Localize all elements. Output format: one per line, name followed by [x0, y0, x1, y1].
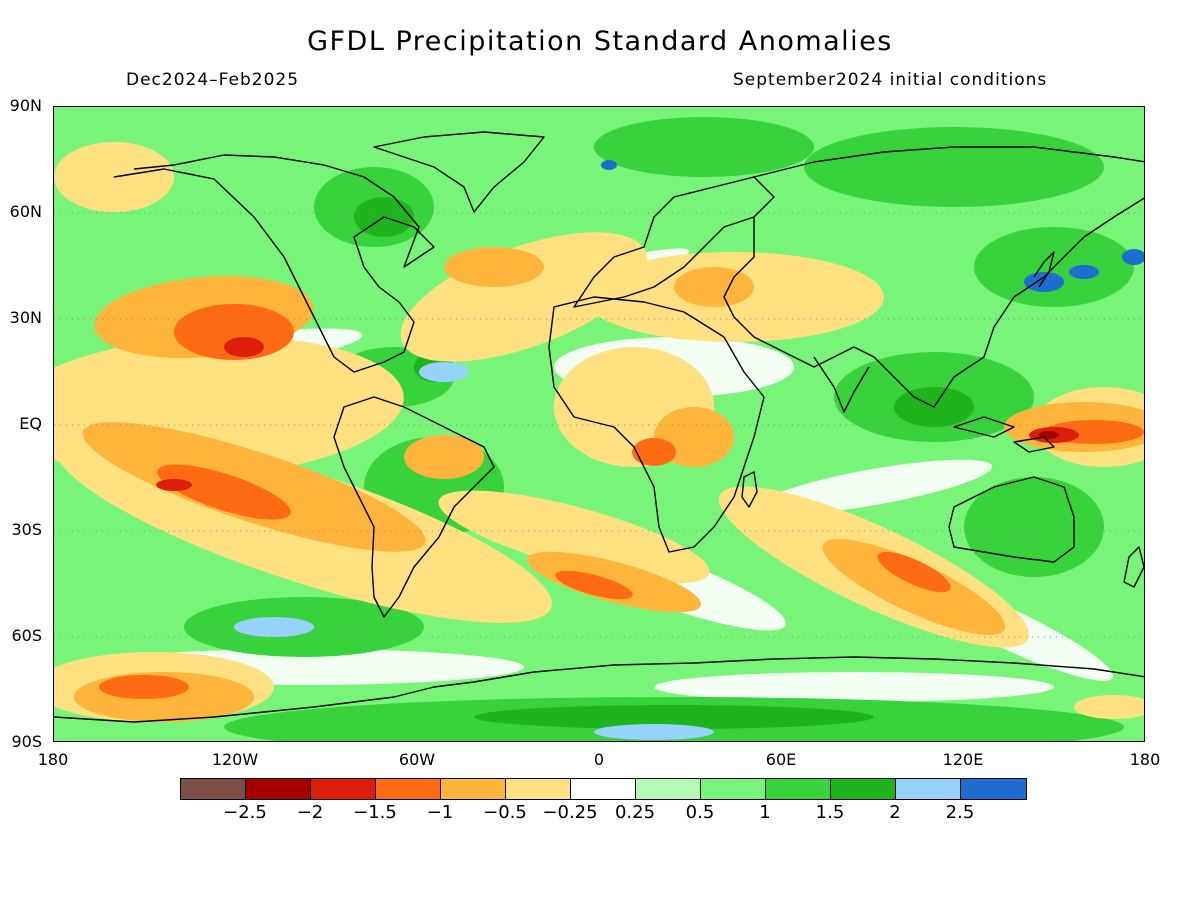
- colorbar-tick-label: −1: [426, 802, 454, 823]
- colorbar: [180, 778, 1027, 800]
- colorbar-swatch: [506, 779, 571, 799]
- map-title: GFDL Precipitation Standard Anomalies: [307, 26, 893, 57]
- colorbar-swatch: [181, 779, 246, 799]
- colorbar-tick-label: 1: [759, 802, 771, 823]
- colorbar-swatch: [961, 779, 1026, 799]
- colorbar-swatch: [636, 779, 701, 799]
- colorbar-swatch: [766, 779, 831, 799]
- colorbar-swatch: [701, 779, 766, 799]
- colorbar-tick-label: −0.5: [483, 802, 527, 823]
- colorbar-swatch: [246, 779, 311, 799]
- colorbar-swatch: [311, 779, 376, 799]
- anomaly-map-canvas: [54, 107, 1144, 741]
- colorbar-tick-label: 0.25: [614, 802, 656, 823]
- colorbar-swatch: [376, 779, 441, 799]
- lat-label-eq: EQ: [19, 414, 42, 433]
- lat-label-30s: 30S: [11, 520, 42, 539]
- lon-label-60w: 60W: [398, 750, 436, 769]
- colorbar-tick-label: −2: [296, 802, 324, 823]
- lat-label-90s: 90S: [11, 732, 42, 751]
- lon-label-60e: 60E: [765, 750, 797, 769]
- colorbar-swatch: [571, 779, 636, 799]
- lat-label-60s: 60S: [11, 626, 42, 645]
- colorbar-tick-label: 2: [889, 802, 901, 823]
- lat-label-90n: 90N: [9, 96, 42, 115]
- colorbar-tick-label: 1.5: [815, 802, 845, 823]
- lat-label-30n: 30N: [9, 308, 42, 327]
- colorbar-tick-label: −1.5: [353, 802, 397, 823]
- lon-label-180e: 180: [1129, 750, 1161, 769]
- colorbar-tick-label: 2.5: [945, 802, 975, 823]
- colorbar-tick-label: −0.25: [542, 802, 598, 823]
- lon-label-0: 0: [593, 750, 605, 769]
- forecast-period: Dec2024–Feb2025: [126, 70, 300, 90]
- colorbar-tick-label: −2.5: [223, 802, 267, 823]
- lat-label-60n: 60N: [9, 202, 42, 221]
- lon-label-120e: 120E: [942, 750, 984, 769]
- colorbar-swatch: [441, 779, 506, 799]
- colorbar-tick-label: 0.5: [685, 802, 715, 823]
- initial-conditions-note: September2024 initial conditions: [733, 70, 1048, 90]
- colorbar-swatch: [831, 779, 896, 799]
- colorbar-swatch: [896, 779, 961, 799]
- anomaly-map: [53, 106, 1145, 742]
- lon-label-180w: 180: [37, 750, 69, 769]
- lon-label-120w: 120W: [211, 750, 259, 769]
